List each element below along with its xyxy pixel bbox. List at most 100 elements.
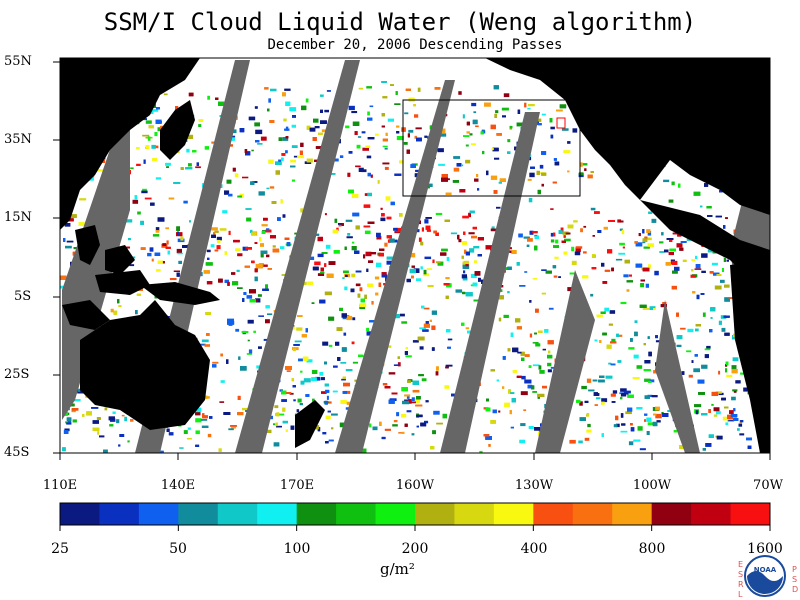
cloud-pixel — [402, 400, 410, 405]
cloud-pixel — [128, 238, 131, 241]
cloud-pixel — [228, 428, 234, 431]
cloud-pixel — [714, 285, 722, 290]
cloud-pixel — [423, 273, 429, 277]
cloud-pixel — [339, 422, 345, 428]
cloud-pixel — [296, 327, 303, 331]
cloud-pixel — [351, 341, 355, 345]
cloud-pixel — [251, 149, 254, 152]
cloud-pixel — [311, 369, 318, 374]
cloud-pixel — [461, 322, 465, 326]
cloud-pixel — [584, 437, 590, 441]
cloud-pixel — [601, 262, 605, 267]
cloud-pixel — [328, 439, 334, 442]
cloud-pixel — [361, 169, 367, 173]
cloud-pixel — [274, 405, 279, 409]
cloud-pixel — [686, 350, 692, 353]
cloud-pixel — [366, 331, 372, 336]
cloud-pixel — [723, 315, 730, 318]
cloud-pixel — [300, 208, 304, 213]
cloud-pixel — [573, 220, 578, 223]
cloud-pixel — [165, 246, 171, 249]
cloud-pixel — [702, 312, 706, 317]
cloud-pixel — [541, 292, 546, 295]
cloud-pixel — [384, 386, 391, 389]
logo-left-letter: E — [738, 560, 744, 569]
cloud-pixel — [254, 122, 260, 127]
cloud-pixel — [542, 385, 547, 389]
cloud-pixel — [368, 260, 374, 263]
cloud-pixel — [634, 320, 638, 324]
cloud-pixel — [201, 339, 209, 343]
cloud-pixel — [360, 298, 365, 303]
cloud-pixel — [624, 259, 630, 264]
cloud-pixel — [410, 164, 416, 168]
cloud-pixel — [255, 129, 263, 135]
cloud-pixel — [348, 189, 354, 194]
cloud-pixel — [372, 426, 378, 431]
cloud-pixel — [134, 195, 138, 200]
cloud-pixel — [704, 183, 709, 187]
cloud-pixel — [519, 285, 526, 287]
cloud-pixel — [328, 316, 335, 321]
cloud-pixel — [708, 409, 711, 413]
cloud-pixel — [617, 360, 622, 363]
cloud-pixel — [180, 236, 184, 241]
cloud-pixel — [242, 176, 249, 179]
cloud-pixel — [636, 407, 643, 410]
colorbar-swatch — [493, 503, 534, 525]
cloud-pixel — [381, 436, 386, 440]
cloud-pixel — [201, 425, 209, 428]
cloud-pixel — [182, 245, 188, 248]
cloud-pixel — [212, 361, 219, 364]
cloud-pixel — [254, 242, 258, 244]
cloud-pixel — [367, 137, 375, 140]
cloud-pixel — [319, 372, 324, 376]
cloud-pixel — [378, 252, 384, 257]
cloud-pixel — [265, 429, 272, 433]
cloud-pixel — [63, 430, 69, 434]
cloud-pixel — [206, 249, 211, 253]
cloud-pixel — [463, 270, 466, 274]
colorbar-swatch — [612, 503, 653, 525]
cloud-pixel — [534, 235, 539, 239]
cloud-pixel — [611, 338, 616, 343]
cloud-pixel — [649, 306, 656, 310]
cloud-pixel — [655, 413, 662, 419]
cloud-pixel — [176, 232, 183, 237]
cloud-pixel — [493, 190, 498, 194]
cloud-pixel — [282, 214, 286, 218]
cloud-pixel — [206, 281, 213, 285]
cloud-pixel — [233, 129, 237, 134]
cloud-pixel — [743, 387, 748, 392]
cloud-pixel — [394, 231, 402, 234]
cloud-pixel — [280, 199, 283, 204]
cloud-pixel — [538, 432, 541, 436]
cloud-pixel — [352, 212, 360, 217]
cloud-pixel — [285, 150, 288, 154]
cloud-pixel — [169, 278, 177, 281]
cloud-pixel — [718, 392, 724, 396]
cloud-pixel — [257, 143, 263, 145]
cloud-pixel — [358, 87, 364, 90]
cloud-pixel — [376, 262, 382, 268]
cloud-pixel — [417, 87, 421, 92]
cloud-pixel — [321, 391, 327, 394]
cloud-pixel — [435, 212, 443, 216]
cloud-pixel — [318, 132, 323, 135]
cloud-pixel — [291, 124, 296, 128]
swath-gap — [62, 120, 130, 420]
cloud-pixel — [731, 396, 736, 401]
cloud-pixel — [361, 131, 366, 134]
cloud-pixel — [155, 177, 162, 180]
cloud-pixel — [724, 297, 730, 302]
cloud-pixel — [453, 167, 460, 172]
cloud-pixel — [320, 267, 324, 272]
cloud-pixel — [425, 225, 431, 230]
cloud-pixel — [223, 412, 231, 415]
cloud-pixel — [324, 109, 329, 113]
cloud-pixel — [467, 330, 473, 334]
cloud-pixel — [305, 328, 308, 333]
cloud-pixel — [324, 213, 327, 216]
cloud-pixel — [524, 271, 528, 273]
cloud-pixel — [140, 247, 146, 250]
